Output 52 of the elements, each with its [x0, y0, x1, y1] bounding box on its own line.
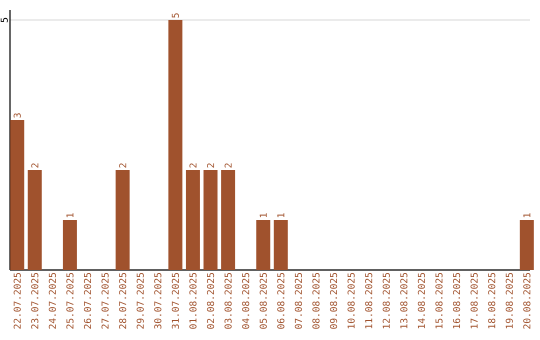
data-label: 1 [260, 213, 267, 218]
bar [62, 220, 77, 270]
x-tick-label: 04.08.2025 [242, 272, 250, 329]
x-tick-label: 25.07.2025 [66, 272, 74, 329]
x-tick-label: 10.08.2025 [348, 272, 355, 328]
x-tick-label: 26.07.2025 [84, 272, 92, 329]
x-tick-label: 05.08.2025 [260, 272, 267, 329]
x-tick-label: 09.08.2025 [330, 272, 338, 329]
x-tick-label: 27.07.2025 [101, 272, 109, 329]
x-tick-label: 19.08.2025 [506, 272, 513, 328]
bar [520, 220, 534, 270]
x-tick-label: 08.08.2025 [312, 272, 320, 329]
data-label: 1 [277, 213, 284, 218]
data-label: 2 [206, 163, 214, 168]
x-tick-label: 17.08.2025 [470, 272, 478, 328]
data-label: 2 [189, 163, 196, 168]
x-tick-label: 13.08.2025 [400, 272, 408, 328]
bar [204, 170, 218, 270]
data-label: 5 [172, 13, 179, 18]
x-tick-label: 14.08.2025 [418, 272, 425, 328]
x-tick-label: 18.08.2025 [488, 272, 496, 328]
bar [186, 170, 200, 270]
x-tick-label: 23.07.2025 [31, 272, 38, 329]
data-label: 1 [66, 213, 74, 218]
data-label: 1 [523, 213, 530, 218]
x-tick-label: 31.07.2025 [172, 272, 179, 329]
x-tick-label: 12.08.2025 [382, 272, 390, 328]
x-tick-label: 07.08.2025 [294, 272, 302, 329]
x-tick-label: 06.08.2025 [277, 272, 284, 329]
bar [168, 20, 182, 270]
x-tick-label: 01.08.2025 [189, 272, 197, 329]
x-tick-label: 20.08.2025 [523, 272, 530, 329]
data-label: 2 [31, 163, 38, 168]
data-label: 2 [224, 163, 232, 168]
x-tick-label: 29.07.2025 [136, 272, 144, 329]
x-tick-label: 16.08.2025 [452, 272, 460, 328]
bar [274, 220, 288, 270]
x-tick-label: 11.08.2025 [365, 272, 372, 328]
x-tick-label: 02.08.2025 [206, 272, 214, 329]
x-tick-label: 03.08.2025 [224, 272, 232, 329]
x-tick-label: 15.08.2025 [435, 272, 443, 328]
bar [221, 170, 236, 270]
data-label: 3 [14, 113, 21, 118]
bar [10, 120, 24, 270]
x-tick-label: 28.07.2025 [119, 272, 126, 329]
bar [256, 220, 270, 270]
x-tick-label: 24.07.2025 [48, 272, 56, 329]
bar [116, 170, 130, 270]
x-tick-label: 22.07.2025 [14, 272, 21, 329]
data-label: 2 [119, 163, 126, 168]
bar [28, 170, 42, 270]
x-tick-label: 30.07.2025 [154, 272, 162, 329]
